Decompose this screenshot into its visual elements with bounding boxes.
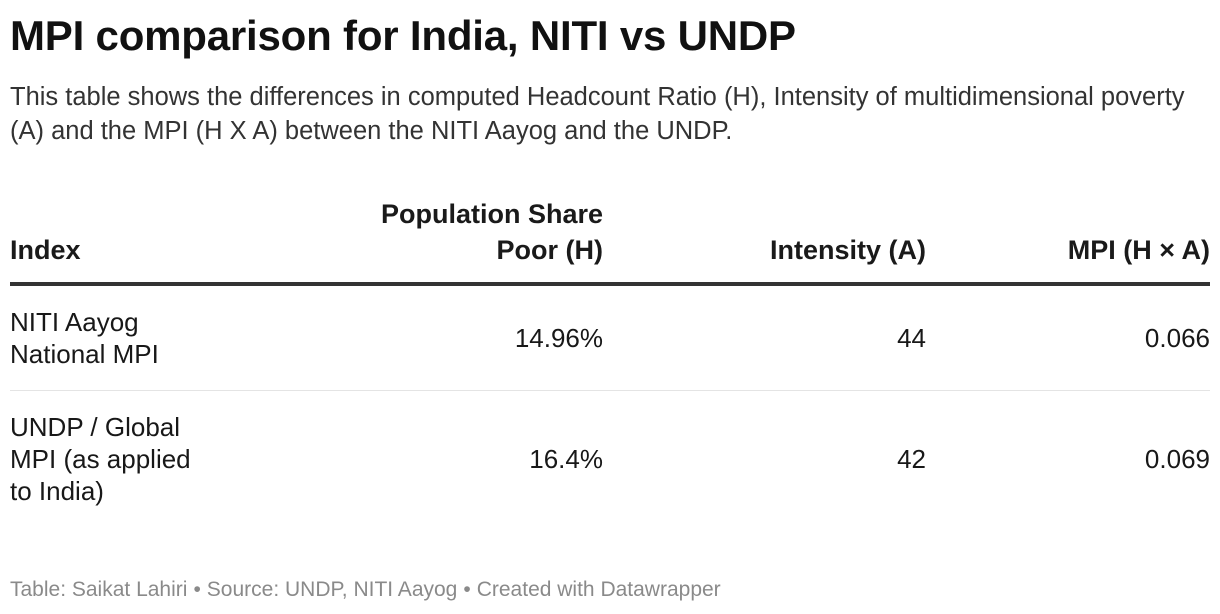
column-header-headcount-line-1: Population Share [380, 199, 603, 229]
column-header-index: Index [10, 196, 230, 286]
table-header-row: Index Population Share Poor (H) Intensit… [10, 196, 1210, 286]
column-header-headcount-line-2: Poor (H) [496, 235, 603, 265]
column-header-mpi: MPI (H × A) [926, 196, 1210, 286]
footer-source: Source: UNDP, NITI Aayog [206, 578, 458, 601]
chart-footer: Table: Saikat Lahiri • Source: UNDP, NITI … [10, 576, 721, 604]
chart-title: MPI comparison for India, NITI vs UNDP [10, 12, 796, 59]
footer-created-with: Created with Datawrapper [476, 578, 721, 601]
cell-index-undp-line-3: to India) [10, 476, 104, 506]
cell-mpi-undp: 0.069 [1144, 444, 1210, 474]
footer-credit: Table: Saikat Lahiri [10, 578, 188, 601]
chart-description: This table shows the differences in comp… [10, 83, 1185, 145]
cell-headcount-undp: 16.4% [529, 444, 603, 474]
column-header-headcount: Population Share Poor (H) [230, 196, 603, 286]
cell-index-niti-line-1: NITI Aayog [10, 307, 139, 337]
cell-headcount-niti: 14.96% [230, 284, 603, 391]
cell-intensity-undp: 42 [897, 444, 926, 474]
cell-index-undp-line-2: MPI (as applied [10, 444, 191, 474]
cell-intensity-niti: 44 [603, 284, 926, 391]
footer-separator: • [463, 578, 471, 601]
cell-index-niti: NITI Aayog National MPI [10, 284, 230, 391]
table-row-niti: NITI Aayog National MPI 14.96% 44 0.066 [10, 284, 1210, 391]
cell-index-undp: UNDP / Global MPI (as applied to India) [10, 391, 230, 528]
mpi-comparison-table: Index Population Share Poor (H) Intensit… [10, 196, 1210, 527]
column-header-intensity: Intensity (A) [603, 196, 926, 286]
cell-index-niti-line-2: National MPI [10, 339, 159, 369]
cell-mpi-niti: 0.066 [926, 284, 1210, 391]
cell-index-undp-line-1: UNDP / Global [10, 412, 181, 442]
table-row-undp: UNDP / Global MPI (as applied to India) … [10, 391, 1210, 528]
footer-separator: • [193, 578, 201, 601]
